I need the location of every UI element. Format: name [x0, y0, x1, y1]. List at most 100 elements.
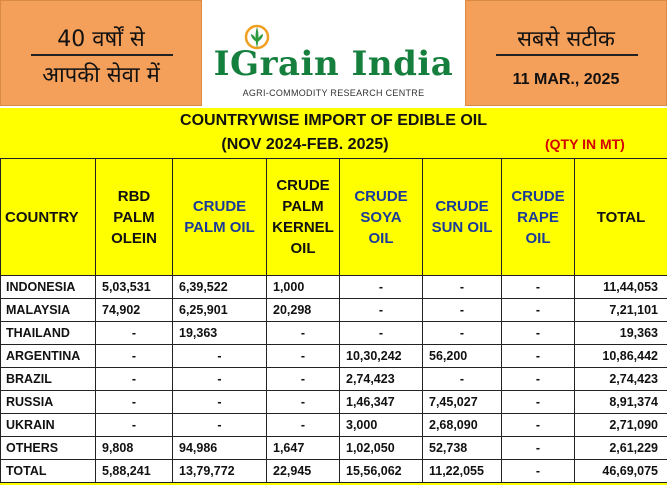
total-cell: 2,74,423	[574, 367, 667, 391]
value-cell: 1,46,347	[339, 390, 423, 414]
column-header-line: CRUDE	[354, 187, 408, 205]
value-cell: -	[95, 390, 173, 414]
total-cell: 7,21,101	[574, 298, 667, 322]
country-cell: UKRAIN	[0, 413, 96, 437]
value-cell: 22,945	[266, 459, 340, 483]
value-cell: 74,902	[95, 298, 173, 322]
value-cell: -	[422, 321, 502, 345]
value-cell: -	[422, 298, 502, 322]
country-cell: MALAYSIA	[0, 298, 96, 322]
tagline-box-right: सबसे सटीक 11 MAR., 2025	[465, 0, 667, 106]
country-cell: RUSSIA	[0, 390, 96, 414]
value-cell: -	[422, 275, 502, 299]
value-cell: -	[339, 321, 423, 345]
column-header: RBD PALM OLEIN	[95, 158, 173, 276]
column-header-line: SUN OIL	[431, 219, 493, 236]
column-header-line: OIL	[290, 240, 316, 257]
logo-tagline: AGRI-COMMODITY RESEARCH CENTRE	[242, 88, 425, 98]
value-cell: 20,298	[266, 298, 340, 322]
total-cell: 10,86,442	[574, 344, 667, 368]
value-cell: 5,88,241	[95, 459, 173, 483]
column-header-line: OIL	[368, 229, 394, 247]
quantity-unit: (QTY IN MT)	[545, 136, 625, 152]
brand-logo: IGrain India AGRI-COMMODITY RESEARCH CEN…	[206, 0, 461, 106]
report-date: 11 MAR., 2025	[512, 71, 620, 88]
country-cell: TOTAL	[0, 459, 96, 483]
country-cell: OTHERS	[0, 436, 96, 460]
value-cell: -	[339, 275, 423, 299]
value-cell: -	[501, 321, 575, 345]
value-cell: 2,74,423	[339, 367, 423, 391]
value-cell: -	[266, 413, 340, 437]
total-cell: 46,69,075	[574, 459, 667, 483]
column-header-line: PALM	[113, 208, 155, 226]
header-row: COUNTRY RBD PALM OLEIN CRUDE PALM OIL CRUDE PAL…	[0, 158, 667, 276]
column-header-line: SOYA	[360, 208, 402, 226]
value-cell: -	[172, 344, 267, 368]
value-cell: -	[501, 298, 575, 322]
table-row: BRAZIL - - -2,74,423- -2,74,423	[0, 367, 667, 391]
report-period: (NOV 2024-FEB. 2025)	[221, 136, 389, 153]
column-header-line: TOTAL	[596, 208, 646, 226]
column-header: CRUDE PALM OIL	[172, 158, 267, 276]
value-cell: -	[501, 275, 575, 299]
value-cell: -	[501, 436, 575, 460]
tagline-service: आपकी सेवा में	[42, 63, 160, 88]
tagline-years: 40 वर्षों से	[57, 27, 145, 52]
column-header: CRUDE SUN OIL	[422, 158, 502, 276]
column-header: CRUDE PALM KERNEL OIL	[266, 158, 340, 276]
value-cell: 94,986	[172, 436, 267, 460]
country-cell: BRAZIL	[0, 367, 96, 391]
table-row: TOTAL 5,88,241 13,79,772 22,945 15,56,062 11,…	[0, 459, 667, 483]
tagline-box-left: 40 वर्षों से आपकी सेवा में	[0, 0, 202, 106]
value-cell: 1,000	[266, 275, 340, 299]
column-header: CRUDE SOYA OIL	[339, 158, 423, 276]
value-cell: -	[501, 459, 575, 483]
value-cell: 9,808	[95, 436, 173, 460]
value-cell: -	[266, 344, 340, 368]
value-cell: -	[501, 390, 575, 414]
table-row: OTHERS 9,808 94,986 1,647 1,02,050 52,738-2,6…	[0, 436, 667, 460]
column-header-line: RAPE	[517, 208, 559, 226]
table-header: COUNTRY RBD PALM OLEIN CRUDE PALM OIL CRUDE PAL…	[0, 158, 667, 276]
value-cell: -	[172, 390, 267, 414]
column-header-line: RBD	[117, 187, 151, 205]
value-cell: 3,000	[339, 413, 423, 437]
value-cell: -	[501, 413, 575, 437]
import-table: COUNTRY RBD PALM OLEIN CRUDE PALM OIL CRUDE PAL…	[0, 158, 667, 483]
value-cell: 7,45,027	[422, 390, 502, 414]
column-header-line: PALM OIL	[184, 219, 255, 236]
column-header-line: OIL	[525, 229, 551, 247]
value-cell: -	[501, 367, 575, 391]
value-cell: -	[422, 367, 502, 391]
value-cell: 1,02,050	[339, 436, 423, 460]
value-cell: -	[501, 344, 575, 368]
value-cell: 10,30,242	[339, 344, 423, 368]
logo-wordmark: IGrain India	[213, 44, 454, 84]
value-cell: 13,79,772	[172, 459, 267, 483]
header: 40 वर्षों से आपकी सेवा में IGrain India …	[0, 0, 667, 106]
value-cell: 15,56,062	[339, 459, 423, 483]
value-cell: -	[266, 390, 340, 414]
column-header: TOTAL	[574, 158, 667, 276]
value-cell: 1,647	[266, 436, 340, 460]
column-header-line: CRUDE	[192, 198, 247, 215]
table-row: INDONESIA 5,03,531 6,39,522 1,000- - -11,44,0…	[0, 275, 667, 299]
value-cell: -	[95, 413, 173, 437]
total-cell: 8,91,374	[574, 390, 667, 414]
value-cell: -	[339, 298, 423, 322]
tagline-divider	[31, 54, 173, 56]
value-cell: -	[172, 413, 267, 437]
table-row: ARGENTINA - - -10,30,242 56,200-10,86,442	[0, 344, 667, 368]
column-header: CRUDE RAPE OIL	[501, 158, 575, 276]
total-cell: 2,61,229	[574, 436, 667, 460]
value-cell: -	[266, 367, 340, 391]
value-cell: -	[266, 321, 340, 345]
column-header-line: COUNTRY	[5, 208, 79, 226]
tagline-accurate: सबसे सटीक	[517, 27, 615, 52]
total-cell: 19,363	[574, 321, 667, 345]
column-header: COUNTRY	[0, 158, 96, 276]
value-cell: 19,363	[172, 321, 267, 345]
value-cell: 52,738	[422, 436, 502, 460]
